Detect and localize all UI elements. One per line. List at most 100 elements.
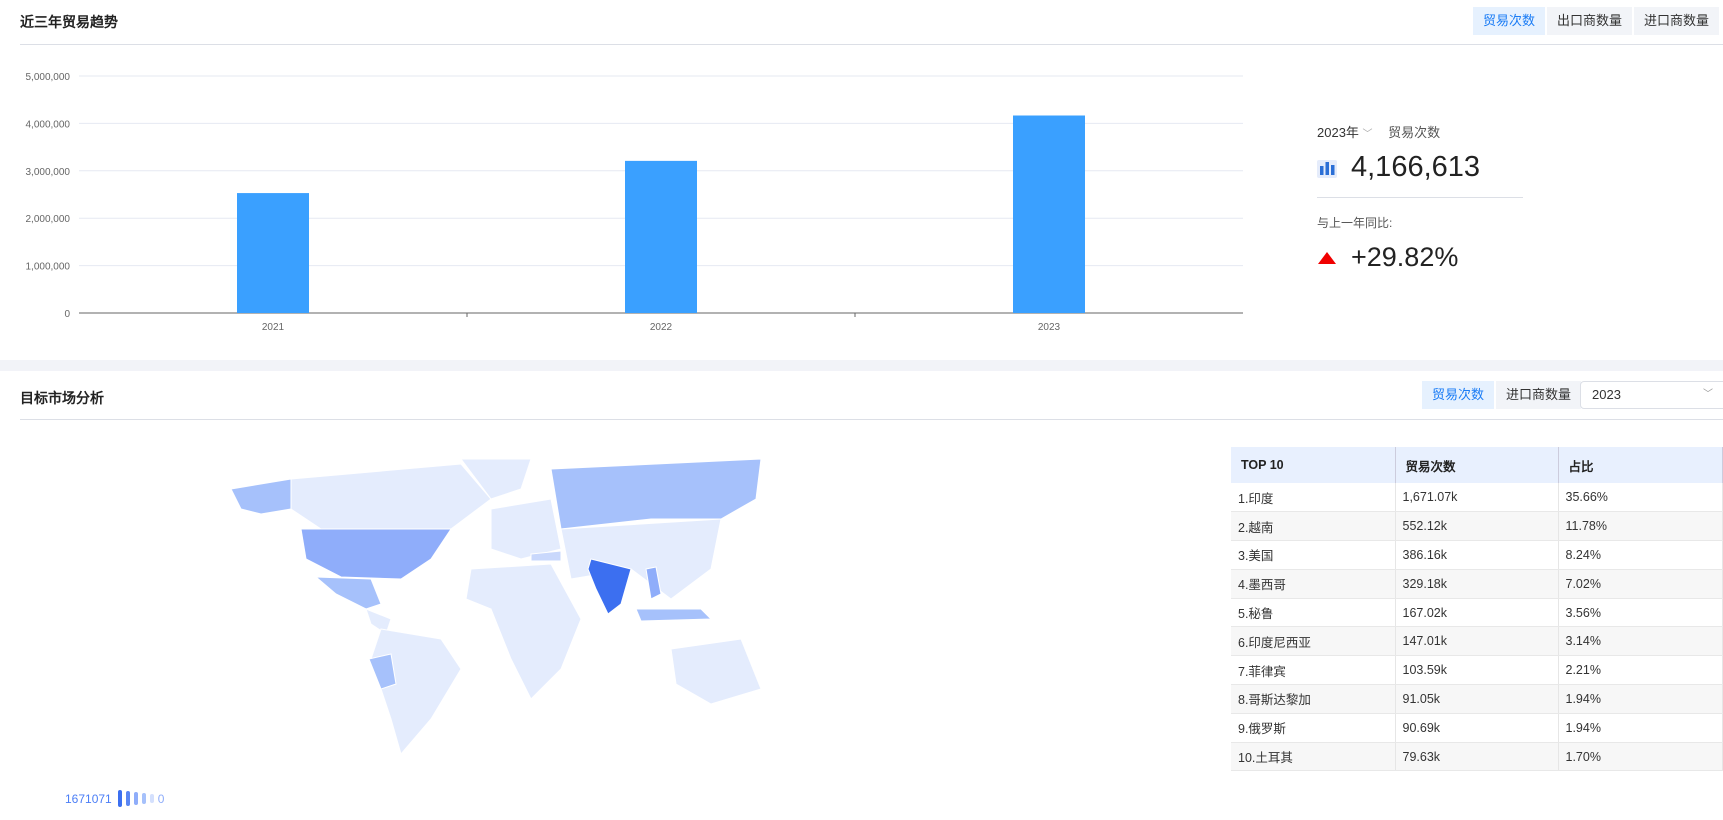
- cell-count: 329.18k: [1395, 569, 1559, 599]
- yoy-label: 与上一年同比:: [1317, 216, 1393, 230]
- cell-country: 6.印度尼西亚: [1231, 626, 1396, 657]
- table-row[interactable]: 8.哥斯达黎加 91.05k 1.94%: [1231, 684, 1723, 714]
- cell-country: 8.哥斯达黎加: [1231, 684, 1396, 714]
- y-tick-label: 2,000,000: [26, 214, 71, 225]
- up-triangle-icon: [1318, 251, 1336, 264]
- map-region-peru: [368, 653, 397, 690]
- bar-2022: [625, 160, 697, 313]
- stats-header: 2023年 ﹀ 贸易次数: [1317, 122, 1440, 141]
- table-row[interactable]: 9.俄罗斯 90.69k 1.94%: [1231, 713, 1723, 743]
- trend-title: 近三年贸易趋势: [20, 14, 118, 30]
- cell-share: 1.94%: [1558, 684, 1723, 714]
- column-header-rank: TOP 10: [1231, 447, 1396, 483]
- map-region-india: [587, 558, 632, 615]
- column-header-count: 贸易次数: [1395, 447, 1559, 483]
- table-row[interactable]: 5.秘鲁 167.02k 3.56%: [1231, 598, 1723, 628]
- stats-value: 4,166,613: [1351, 151, 1481, 183]
- table-row[interactable]: 4.墨西哥 329.18k 7.02%: [1231, 569, 1723, 599]
- table-row[interactable]: 1.印度 1,671.07k 35.66%: [1231, 483, 1723, 513]
- year-dropdown[interactable]: 2023年 ﹀: [1317, 125, 1373, 140]
- map-region-mexico: [314, 576, 382, 610]
- table-row[interactable]: 6.印度尼西亚 147.01k 3.14%: [1231, 626, 1723, 657]
- legend-step[interactable]: [125, 791, 130, 806]
- x-tick-label: 2021: [262, 322, 285, 333]
- bar-2021: [237, 193, 309, 313]
- legend-step[interactable]: [117, 790, 122, 807]
- map-region-greenland: [460, 459, 532, 500]
- table-row[interactable]: 10.土耳其 79.63k 1.70%: [1231, 742, 1723, 772]
- legend-step[interactable]: [133, 792, 138, 805]
- cell-count: 167.02k: [1395, 598, 1559, 628]
- divider: [1317, 197, 1523, 198]
- world-map[interactable]: [231, 459, 833, 759]
- cell-count: 103.59k: [1395, 655, 1559, 686]
- cell-share: 1.94%: [1558, 713, 1723, 743]
- cell-count: 147.01k: [1395, 626, 1559, 657]
- legend-max: 1671071: [65, 791, 112, 806]
- market-title: 目标市场分析: [20, 390, 104, 406]
- cell-share: 7.02%: [1558, 569, 1723, 599]
- cell-country: 5.秘鲁: [1231, 598, 1396, 628]
- cell-country: 7.菲律宾: [1231, 655, 1396, 686]
- cell-count: 91.05k: [1395, 684, 1559, 714]
- chevron-down-icon: ﹀: [1703, 389, 1713, 400]
- table-row[interactable]: 2.越南 552.12k 11.78%: [1231, 511, 1723, 542]
- cell-country: 9.俄罗斯: [1231, 713, 1396, 743]
- map-region-usa: [300, 528, 452, 580]
- cell-share: 8.24%: [1558, 540, 1723, 570]
- y-tick-label: 1,000,000: [26, 262, 71, 273]
- divider: [20, 44, 1723, 45]
- legend-step[interactable]: [141, 793, 146, 804]
- map-region-south-america: [370, 628, 462, 756]
- table-row[interactable]: 7.菲律宾 103.59k 2.21%: [1231, 655, 1723, 686]
- year-select-value: 2023: [1592, 387, 1621, 402]
- map-legend: 1671071 0: [65, 790, 164, 807]
- bar-chart-icon: [1317, 159, 1337, 178]
- y-tick-label: 0: [64, 309, 70, 320]
- cell-share: 35.66%: [1558, 483, 1723, 513]
- map-region-vietnam: [645, 566, 662, 600]
- cell-share: 11.78%: [1558, 511, 1723, 542]
- cell-count: 90.69k: [1395, 713, 1559, 743]
- cell-country: 10.土耳其: [1231, 742, 1396, 772]
- chevron-down-icon: ﹀: [1362, 129, 1373, 140]
- top10-table-wrap: TOP 10 贸易次数 占比 1.印度 1,671.07k 35.66% 2.越南 55…: [1231, 447, 1723, 772]
- cell-country: 3.美国: [1231, 540, 1396, 570]
- legend-scale[interactable]: [117, 790, 154, 807]
- tab-importer-count[interactable]: 进口商数量: [1496, 381, 1582, 409]
- yoy-row: +29.82%: [1317, 242, 1458, 273]
- cell-count: 1,671.07k: [1395, 483, 1559, 513]
- metric-label: 贸易次数: [1388, 125, 1441, 140]
- divider: [20, 419, 1723, 420]
- section-separator: [0, 360, 1723, 371]
- map-region-middle-east-asia: [560, 518, 722, 600]
- tab-importer-count[interactable]: 进口商数量: [1633, 7, 1719, 35]
- map-region-canada: [290, 463, 492, 538]
- tab-exporter-count[interactable]: 出口商数量: [1546, 7, 1632, 35]
- cell-count: 386.16k: [1395, 540, 1559, 570]
- cell-count: 79.63k: [1395, 742, 1559, 772]
- market-tabs: 贸易次数 进口商数量: [1422, 381, 1582, 409]
- year-select[interactable]: 2023 ﹀: [1580, 381, 1723, 409]
- yoy-value: +29.82%: [1351, 242, 1459, 272]
- map-region-alaska: [231, 478, 292, 515]
- cell-share: 2.21%: [1558, 655, 1723, 686]
- tab-trade-count[interactable]: 贸易次数: [1422, 381, 1495, 409]
- table-row[interactable]: 3.美国 386.16k 8.24%: [1231, 540, 1723, 570]
- y-tick-label: 3,000,000: [26, 167, 71, 178]
- map-region-africa: [465, 563, 582, 700]
- y-tick-label: 5,000,000: [26, 72, 71, 83]
- map-region-europe: [490, 498, 562, 560]
- map-region-turkey: [530, 550, 562, 562]
- legend-min: 0: [157, 791, 165, 806]
- cell-share: 3.14%: [1558, 626, 1723, 657]
- year-label: 2023年: [1317, 125, 1359, 140]
- trend-bar-chart: 0 1,000,000 2,000,000 3,000,000 4,000,000 5,0…: [26, 72, 1243, 333]
- stats-value-row: 4,166,613: [1317, 151, 1480, 184]
- top10-table: TOP 10 贸易次数 占比 1.印度 1,671.07k 35.66% 2.越南 55…: [1231, 447, 1723, 772]
- x-tick-label: 2023: [1038, 322, 1061, 333]
- tab-trade-count[interactable]: 贸易次数: [1472, 7, 1545, 35]
- cell-share: 3.56%: [1558, 598, 1723, 628]
- legend-step[interactable]: [149, 794, 154, 803]
- cell-country: 1.印度: [1231, 483, 1396, 513]
